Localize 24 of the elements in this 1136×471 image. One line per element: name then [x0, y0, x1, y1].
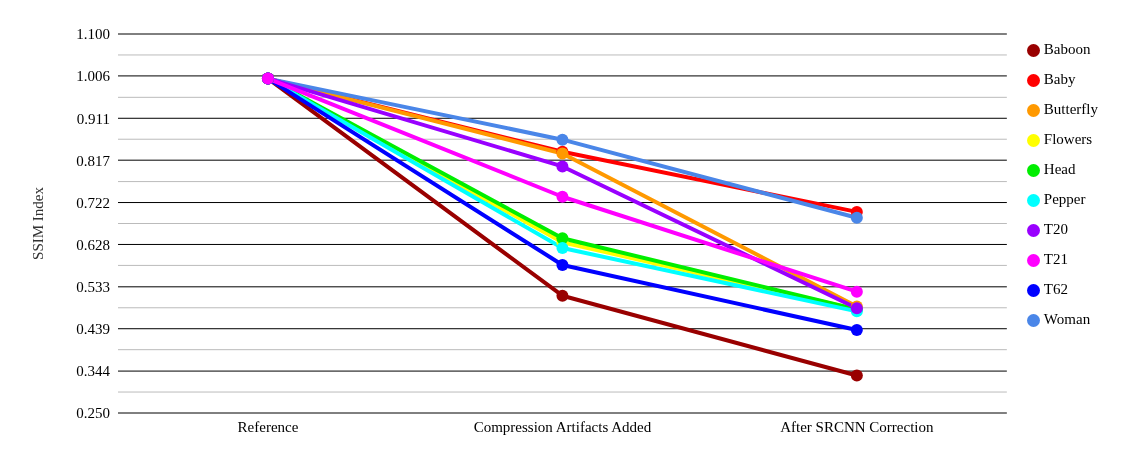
legend-label: T20 — [1043, 221, 1069, 237]
y-axis-title: SSIM Index — [30, 186, 47, 260]
x-tick-label: Compression Artifacts Added — [473, 418, 652, 435]
y-tick-label: 1.100 — [76, 26, 110, 43]
y-tick-label: 0.722 — [76, 194, 110, 211]
legend-label: Woman — [1043, 311, 1091, 327]
legend-label: Head — [1043, 161, 1076, 177]
legend-label: Baboon — [1043, 41, 1091, 57]
x-tick-label: Reference — [237, 418, 299, 435]
y-tick-label: 0.439 — [76, 321, 110, 338]
y-tick-label: 0.911 — [76, 110, 110, 127]
y-tick-label: 1.006 — [76, 68, 111, 85]
legend-label: T62 — [1043, 281, 1069, 297]
y-tick-label: 0.250 — [76, 405, 110, 422]
legend-label: Flowers — [1043, 131, 1093, 147]
y-tick-label: 0.533 — [76, 279, 110, 296]
y-tick-label: 0.344 — [76, 363, 111, 380]
y-tick-label: 0.628 — [76, 236, 110, 253]
legend-label: Butterfly — [1043, 101, 1098, 117]
y-tick-label: 0.817 — [76, 152, 111, 169]
legend-label: Pepper — [1043, 191, 1086, 207]
x-tick-label: After SRCNN Correction — [780, 418, 934, 435]
legend-label: Baby — [1043, 71, 1076, 87]
legend-label: T21 — [1043, 251, 1069, 267]
